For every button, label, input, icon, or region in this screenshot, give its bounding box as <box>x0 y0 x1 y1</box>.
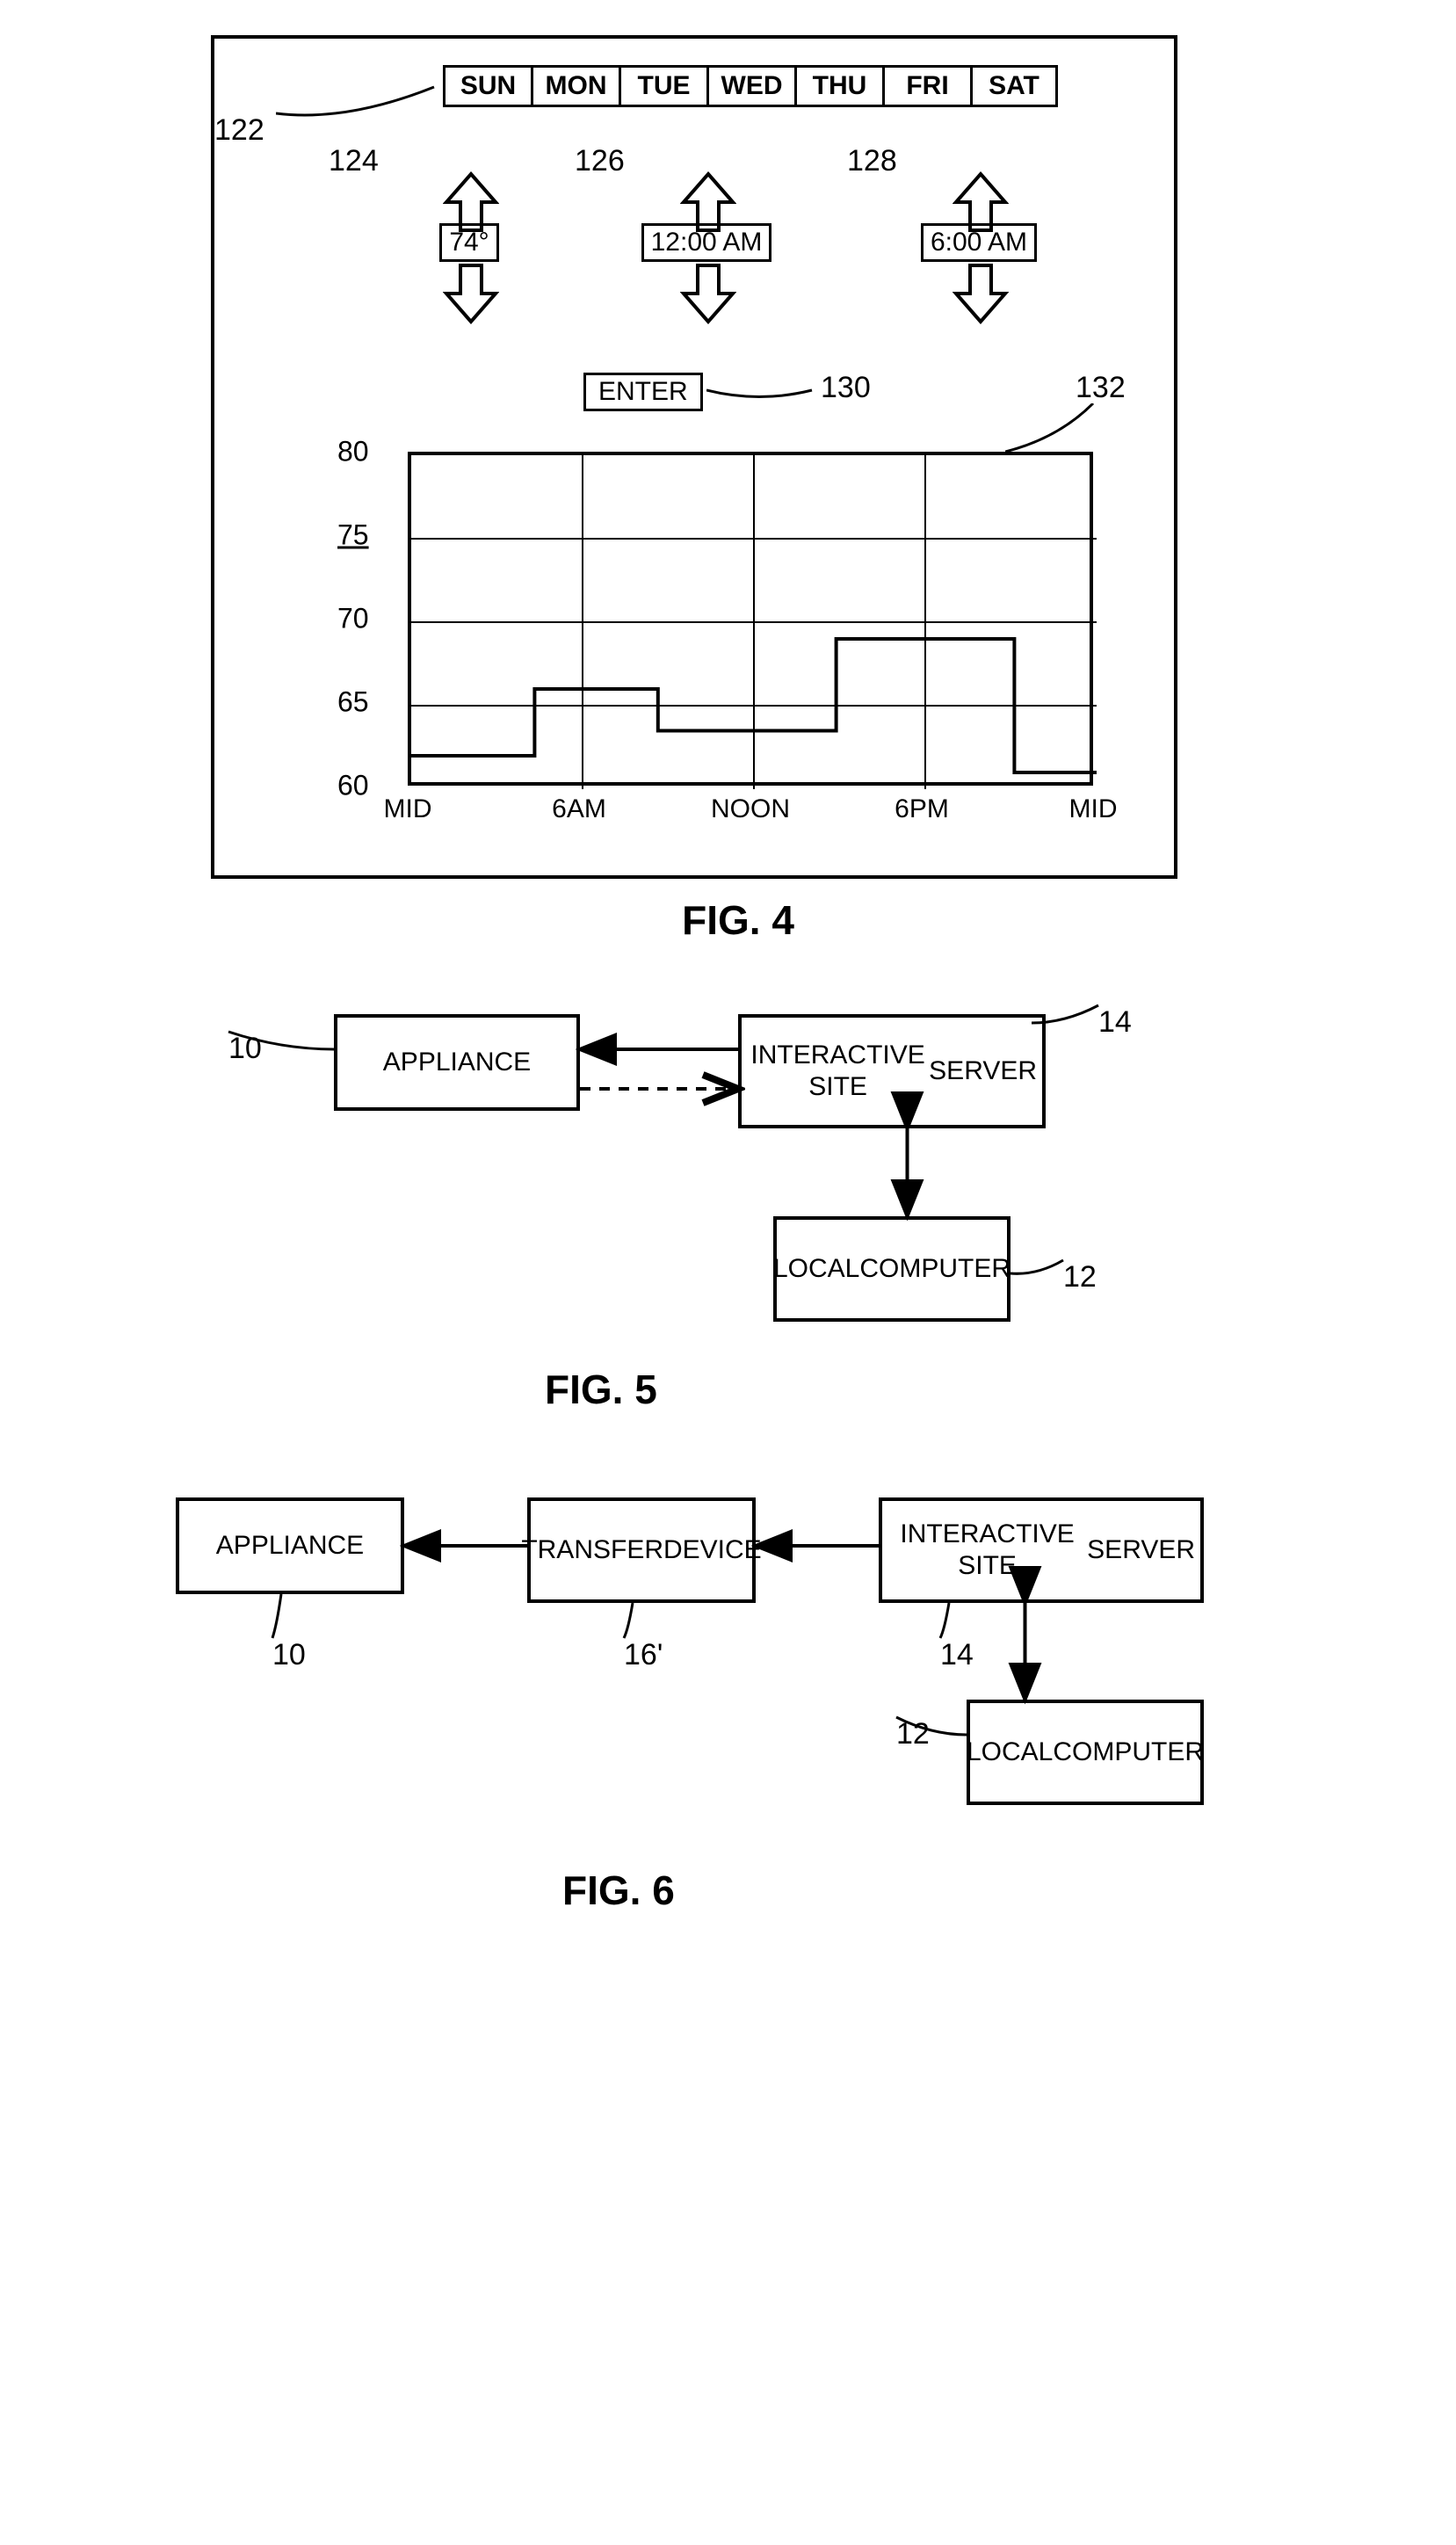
figure-6-caption: FIG. 6 <box>562 1867 675 1914</box>
figure-6: APPLIANCETRANSFERDEVICEINTERACTIVE SITES… <box>176 1497 1318 1937</box>
callout-124: 124 <box>329 144 379 178</box>
temperature-value: 74° <box>439 223 498 262</box>
figure-4-caption: FIG. 4 <box>211 896 1265 944</box>
day-cell-sun[interactable]: SUN <box>443 65 531 107</box>
x-tick-label: MID <box>1069 794 1118 824</box>
callout-line-122 <box>276 74 443 127</box>
day-cell-thu[interactable]: THU <box>794 65 882 107</box>
end-time-value: 6:00 AM <box>921 223 1037 262</box>
end-time-spinner[interactable]: 6:00 AM <box>891 170 1067 315</box>
start-time-spinner[interactable]: 12:00 AM <box>619 170 794 315</box>
temperature-up-arrow-icon[interactable] <box>443 170 496 223</box>
callout-ref: 14 <box>1098 1005 1132 1040</box>
enter-row: ENTER <box>583 373 703 411</box>
x-tick-label: 6PM <box>895 794 949 824</box>
callout-ref: 10 <box>228 1032 262 1066</box>
callout-128: 128 <box>847 144 897 178</box>
callout-ref: 12 <box>1063 1260 1097 1294</box>
x-tick-label: 6AM <box>552 794 606 824</box>
callout-126: 126 <box>575 144 625 178</box>
callout-line-130 <box>706 373 829 408</box>
callout-ref: 10 <box>272 1638 306 1672</box>
x-tick-label: MID <box>384 794 432 824</box>
y-tick-label: 70 <box>337 603 369 635</box>
start-time-value: 12:00 AM <box>641 223 772 262</box>
x-tick-label: NOON <box>711 794 790 824</box>
day-cell-mon[interactable]: MON <box>531 65 619 107</box>
day-cell-tue[interactable]: TUE <box>619 65 706 107</box>
fig6-connectors <box>176 1497 1318 1849</box>
callout-130: 130 <box>821 371 871 405</box>
y-tick-label: 65 <box>337 686 369 719</box>
y-tick-label: 75 <box>337 519 369 552</box>
day-cell-wed[interactable]: WED <box>706 65 794 107</box>
end-time-down-arrow-icon[interactable] <box>953 262 1005 315</box>
day-selector-row: SUNMONTUEWEDTHUFRISAT <box>443 65 1058 107</box>
schedule-chart: 60 65 70 75 80 MID 6AM NOON 6PM MID <box>302 425 1128 830</box>
end-time-up-arrow-icon[interactable] <box>953 170 1005 223</box>
day-cell-fri[interactable]: FRI <box>882 65 970 107</box>
enter-button[interactable]: ENTER <box>583 373 703 411</box>
callout-ref: 14 <box>940 1638 974 1672</box>
temperature-down-arrow-icon[interactable] <box>443 262 496 315</box>
callout-ref: 12 <box>896 1717 930 1751</box>
figure-5: APPLIANCEINTERACTIVE SITESERVERLOCALCOMP… <box>176 1014 1318 1427</box>
callout-132: 132 <box>1076 371 1126 405</box>
start-time-down-arrow-icon[interactable] <box>680 262 733 315</box>
temperature-spinner[interactable]: 74° <box>381 170 557 315</box>
callout-122: 122 <box>214 113 264 148</box>
y-tick-label: 60 <box>337 770 369 802</box>
day-cell-sat[interactable]: SAT <box>970 65 1058 107</box>
figure-4: 122 SUNMONTUEWEDTHUFRISAT 74° 12:00 AM 6… <box>211 35 1265 944</box>
figure-5-caption: FIG. 5 <box>545 1366 657 1413</box>
fig5-connectors <box>176 1014 1318 1366</box>
callout-ref: 16' <box>624 1638 663 1672</box>
thermostat-panel: 122 SUNMONTUEWEDTHUFRISAT 74° 12:00 AM 6… <box>211 35 1177 879</box>
start-time-up-arrow-icon[interactable] <box>680 170 733 223</box>
y-tick-label: 80 <box>337 436 369 468</box>
